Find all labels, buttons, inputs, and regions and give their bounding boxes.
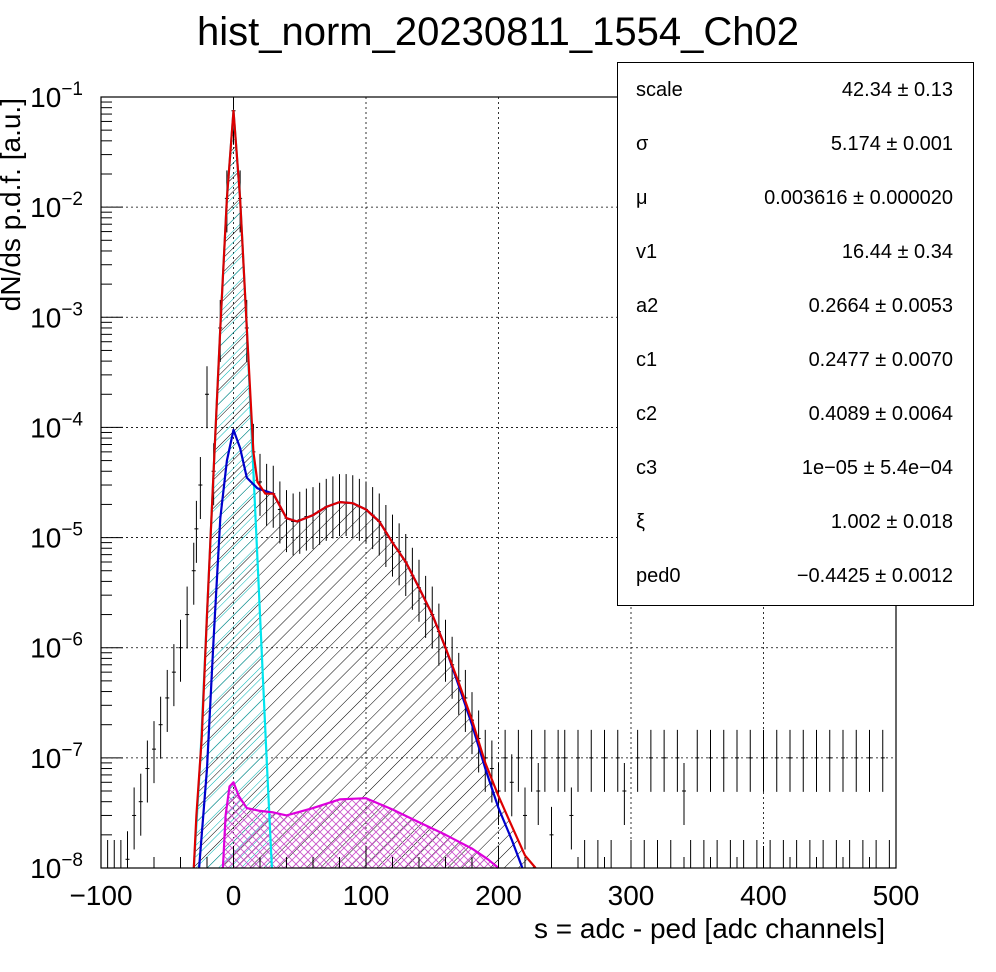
pedestal-area [193, 110, 272, 869]
fit-curve-2 [192, 109, 537, 869]
filled-areas [193, 110, 536, 869]
fit-parameter-name: μ [636, 187, 648, 209]
y-tick-label: 10−5 [30, 520, 83, 554]
fit-parameter-value: 0.003616 ± 0.000020 [764, 187, 953, 209]
y-tick-label: 10−1 [30, 79, 83, 113]
y-tick-label: 10−3 [30, 299, 83, 333]
tick-labels: −100 0 100 200 300 400 500 10−8 10−7 10−6 10−5 10−4… [30, 79, 919, 911]
x-tick-label: 200 [475, 880, 522, 911]
x-tick-label: 500 [873, 880, 920, 911]
y-tick-label: 10−4 [30, 409, 83, 443]
y-tick-label: 10−2 [30, 189, 83, 223]
fit-parameter-value: 42.34 ± 0.13 [841, 79, 953, 101]
y-tick-label: 10−6 [30, 630, 83, 664]
fit-parameter-value: 16.44 ± 0.34 [841, 241, 953, 263]
fit-parameter-value: 0.2664 ± 0.0053 [808, 295, 953, 317]
y-axis-label: dN/ds p.d.f. [a.u.] [0, 98, 26, 311]
fit-parameters-box: scale 42.34 ± 0.13 σ 5.174 ± 0.001 μ 0.003616… [617, 62, 974, 606]
fit-parameter-value: −0.4425 ± 0.0012 [796, 565, 953, 587]
fit-curves [192, 109, 537, 869]
x-tick-label: 0 [226, 880, 242, 911]
fit-curve-3 [221, 781, 500, 869]
fit-parameter-name: ped0 [636, 565, 681, 587]
fit-parameter-row: ped0 −0.4425 ± 0.0012 [618, 549, 973, 603]
fit-parameter-name: σ [636, 133, 649, 155]
fit-parameter-name: c3 [636, 457, 658, 479]
fit-parameter-row: ξ 1.002 ± 0.018 [618, 495, 973, 549]
fit-parameter-name: scale [636, 79, 683, 101]
fit-parameter-row: a2 0.2664 ± 0.0053 [618, 279, 973, 333]
x-tick-label: 300 [608, 880, 655, 911]
fit-parameter-value: 1e−05 ± 5.4e−04 [801, 457, 953, 479]
fit-parameter-row: σ 5.174 ± 0.001 [618, 117, 973, 171]
fit-parameter-row: c1 0.2477 ± 0.0070 [618, 333, 973, 387]
total-fit-area [193, 110, 536, 869]
y-tick-label: 10−8 [30, 850, 83, 884]
axis-ticks [100, 96, 897, 869]
chart-title: hist_norm_20230811_1554_Ch02 [197, 10, 799, 54]
fit-parameter-row: scale 42.34 ± 0.13 [618, 63, 973, 117]
fit-parameter-value: 5.174 ± 0.001 [830, 133, 953, 155]
fit-parameter-name: v1 [636, 241, 658, 263]
x-tick-label: 400 [740, 880, 787, 911]
background-area [222, 782, 499, 868]
fit-parameter-row: c3 1e−05 ± 5.4e−04 [618, 441, 973, 495]
fit-parameter-name: c1 [636, 349, 658, 371]
fit-parameter-row: μ 0.003616 ± 0.000020 [618, 171, 973, 225]
fit-parameter-name: c2 [636, 403, 658, 425]
y-tick-label: 10−7 [30, 740, 83, 774]
fit-parameter-row: v1 16.44 ± 0.34 [618, 225, 973, 279]
x-tick-label: 100 [343, 880, 390, 911]
fit-parameter-value: 0.2477 ± 0.0070 [808, 349, 953, 371]
fit-parameter-name: a2 [636, 295, 659, 317]
x-axis-label: s = adc - ped [adc channels] [534, 913, 885, 944]
fit-parameter-value: 1.002 ± 0.018 [830, 511, 953, 533]
x-tick-label: −100 [69, 880, 132, 911]
fit-parameter-name: ξ [636, 511, 645, 533]
fit-parameter-value: 0.4089 ± 0.0064 [808, 403, 953, 425]
fit-parameter-row: c2 0.4089 ± 0.0064 [618, 387, 973, 441]
